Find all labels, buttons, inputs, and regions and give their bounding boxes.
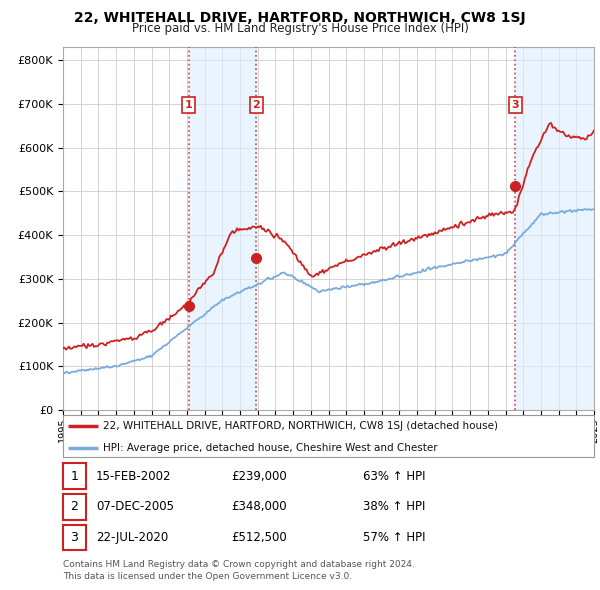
Text: 15-FEB-2002: 15-FEB-2002 bbox=[96, 470, 172, 483]
Text: 3: 3 bbox=[511, 100, 519, 110]
Text: 2: 2 bbox=[70, 500, 79, 513]
Text: £512,500: £512,500 bbox=[231, 531, 287, 544]
Text: 22, WHITEHALL DRIVE, HARTFORD, NORTHWICH, CW8 1SJ (detached house): 22, WHITEHALL DRIVE, HARTFORD, NORTHWICH… bbox=[103, 421, 498, 431]
Text: Contains HM Land Registry data © Crown copyright and database right 2024.
This d: Contains HM Land Registry data © Crown c… bbox=[63, 560, 415, 581]
Text: £239,000: £239,000 bbox=[231, 470, 287, 483]
Bar bbox=[515, 47, 594, 410]
Text: 1: 1 bbox=[185, 100, 193, 110]
Text: 1: 1 bbox=[70, 470, 79, 483]
Text: 22-JUL-2020: 22-JUL-2020 bbox=[96, 531, 168, 544]
Text: 2: 2 bbox=[253, 100, 260, 110]
Text: 07-DEC-2005: 07-DEC-2005 bbox=[96, 500, 174, 513]
Text: 22, WHITEHALL DRIVE, HARTFORD, NORTHWICH, CW8 1SJ: 22, WHITEHALL DRIVE, HARTFORD, NORTHWICH… bbox=[74, 11, 526, 25]
Text: 38% ↑ HPI: 38% ↑ HPI bbox=[363, 500, 425, 513]
Text: 63% ↑ HPI: 63% ↑ HPI bbox=[363, 470, 425, 483]
Text: HPI: Average price, detached house, Cheshire West and Chester: HPI: Average price, detached house, Ches… bbox=[103, 443, 437, 453]
Text: £348,000: £348,000 bbox=[231, 500, 287, 513]
Text: 3: 3 bbox=[70, 531, 79, 544]
Text: 57% ↑ HPI: 57% ↑ HPI bbox=[363, 531, 425, 544]
Bar bbox=[188, 47, 256, 410]
Text: Price paid vs. HM Land Registry's House Price Index (HPI): Price paid vs. HM Land Registry's House … bbox=[131, 22, 469, 35]
